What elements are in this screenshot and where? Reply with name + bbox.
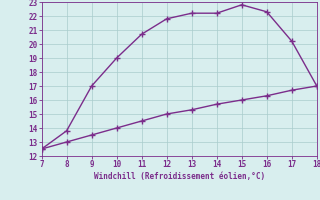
X-axis label: Windchill (Refroidissement éolien,°C): Windchill (Refroidissement éolien,°C) [94,172,265,181]
